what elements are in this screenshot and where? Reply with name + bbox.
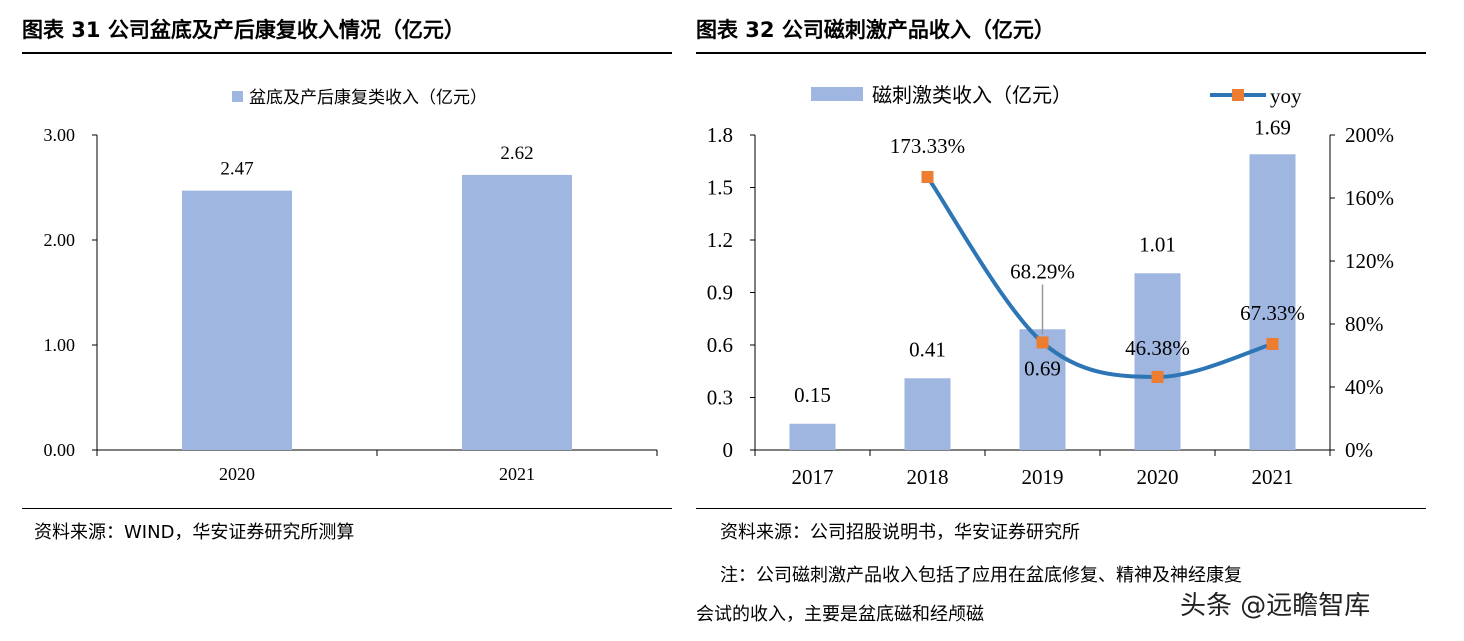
right-right-tick-label: 120% [1345, 249, 1394, 273]
watermark-text: 头条 @远瞻智库 [1180, 591, 1371, 621]
right-left-tick-label: 1.5 [707, 176, 733, 200]
right-footnote-line2: 会试的收入，主要是盆底磁和经颅磁 [696, 604, 984, 625]
right-bar-data-label: 0.41 [909, 337, 946, 361]
yoy-marker [1036, 336, 1049, 349]
yoy-line [925, 175, 1274, 379]
right-left-tick-label: 0.9 [707, 281, 733, 305]
left-y-tick-label: 3.00 [44, 125, 76, 145]
right-title-rule [696, 52, 1426, 54]
right-bar [1134, 273, 1181, 450]
right-x-tick-label: 2019 [1022, 465, 1064, 489]
right-source-note: 资料来源：公司招股说明书，华安证券研究所 [720, 522, 1080, 543]
right-x-tick-label: 2020 [1137, 465, 1179, 489]
yoy-data-label: 68.29% [1010, 259, 1075, 283]
left-bar-data-label: 2.47 [220, 159, 253, 180]
right-bar [789, 423, 836, 450]
right-footnote-line1: 注：公司磁刺激产品收入包括了应用在盆底修复、精神及神经康复 [720, 565, 1242, 586]
right-x-tick-label: 2018 [907, 465, 949, 489]
right-bar [1019, 329, 1066, 450]
left-x-tick-label: 2020 [219, 464, 255, 484]
right-bar [1249, 154, 1296, 450]
left-title-rule [22, 52, 672, 54]
right-right-tick-label: 80% [1345, 312, 1384, 336]
left-source-note: 资料来源：WIND，华安证券研究所测算 [34, 522, 355, 543]
right-left-tick-label: 0 [723, 438, 734, 462]
left-bar [182, 190, 292, 450]
right-legend-line-label: yoy [1270, 84, 1302, 108]
left-y-tick-label: 2.00 [44, 230, 76, 250]
yoy-marker [921, 171, 934, 184]
left-legend-swatch [232, 91, 243, 102]
yoy-data-label: 173.33% [890, 134, 965, 158]
yoy-data-label: 46.38% [1125, 336, 1190, 360]
right-legend-bar-label: 磁刺激类收入（亿元） [872, 84, 1072, 107]
left-y-tick-label: 0.00 [44, 440, 76, 460]
yoy-marker [1151, 370, 1164, 383]
right-bar-data-label: 1.01 [1139, 232, 1176, 256]
right-right-tick-label: 200% [1345, 123, 1394, 147]
right-magnetic-chart: 0 0.3 0.6 0.9 1.2 1.5 1.8 0% 40% 80% 120% 160% 200% 2… [707, 84, 1394, 489]
right-bottom-rule [696, 508, 1426, 509]
right-right-tick-label: 0% [1345, 438, 1373, 462]
left-legend-label: 盆底及产后康复类收入（亿元） [249, 88, 487, 107]
right-x-tick-label: 2017 [792, 465, 834, 489]
yoy-marker [1266, 337, 1279, 350]
right-bar-data-label: 0.69 [1024, 356, 1061, 380]
right-left-tick-label: 0.3 [707, 386, 733, 410]
left-y-tick-label: 1.00 [44, 335, 76, 355]
yoy-data-label: 67.33% [1240, 301, 1305, 325]
right-bar-data-label: 1.69 [1254, 115, 1291, 139]
right-left-tick-label: 1.2 [707, 228, 733, 252]
right-left-tick-label: 1.8 [707, 123, 733, 147]
right-right-tick-label: 40% [1345, 375, 1384, 399]
right-chart-title: 图表 32 公司磁刺激产品收入（亿元） [696, 18, 1055, 42]
left-bar-data-label: 2.62 [500, 143, 533, 164]
left-bar [462, 174, 572, 450]
right-bar-data-label: 0.15 [794, 383, 831, 407]
left-bottom-rule [22, 508, 672, 509]
left-revenue-chart: 0.00 1.00 2.00 3.00 2.47 2020 2.62 2021 盆底及产后康复类… [44, 88, 658, 484]
right-left-tick-label: 0.6 [707, 333, 733, 357]
right-bar [904, 378, 951, 450]
right-x-tick-label: 2021 [1252, 465, 1294, 489]
left-x-tick-label: 2021 [499, 464, 535, 484]
left-chart-title: 图表 31 公司盆底及产后康复收入情况（亿元） [22, 18, 465, 42]
right-legend-bar-swatch [811, 87, 863, 101]
right-right-tick-label: 160% [1345, 186, 1394, 210]
right-legend-marker-swatch [1232, 89, 1244, 101]
